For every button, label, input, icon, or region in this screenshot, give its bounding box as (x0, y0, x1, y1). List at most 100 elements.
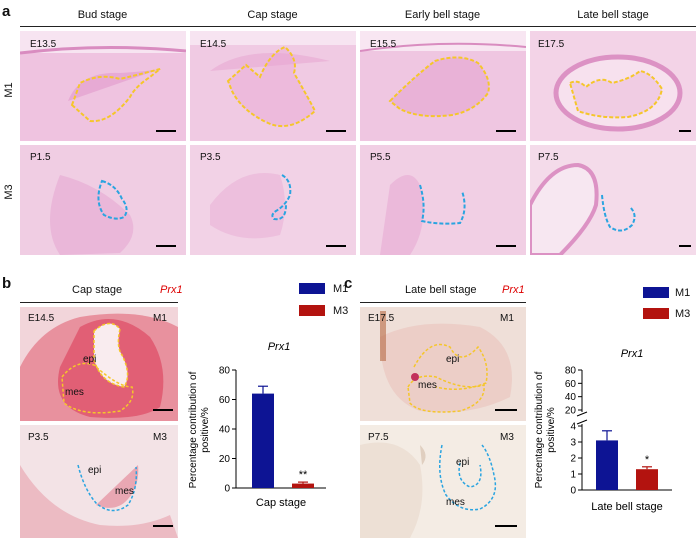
dashed-outline (97, 179, 128, 220)
dashed-outline (419, 184, 466, 225)
histology-tile-m1-early-bell (360, 31, 526, 141)
staining-image (20, 425, 178, 538)
panel-b-gene: Prx1 (160, 284, 183, 296)
tile-age-label: P3.5 (200, 152, 221, 163)
legend-label-m1: M1 (675, 287, 691, 299)
bar-chart-late-bell-stage: Prx1 Percentage contribution of positive/%… (534, 348, 672, 513)
legend-label-m1: M1 (333, 283, 349, 295)
y-tick-label: 3 (570, 438, 576, 449)
histology-tile-m3-early-bell (360, 145, 526, 255)
epi-label: epi (456, 457, 470, 468)
staining-tile-c-bottom (360, 425, 526, 538)
panel-c-header-rule (360, 302, 526, 303)
tile-age-label: P3.5 (28, 432, 49, 443)
histology-tile-m3-bud (20, 145, 186, 255)
scale-bar (496, 245, 516, 247)
histology-tile-m1-late-bell (530, 31, 696, 141)
histology-image (20, 145, 186, 255)
panel-c-header: Late bell stage (405, 284, 477, 296)
y-tick-label: 4 (570, 422, 576, 433)
chart-title: Prx1 (268, 341, 291, 353)
y-tick-label: 1 (570, 470, 576, 481)
staining-image (20, 307, 178, 421)
scale-bar (679, 245, 691, 247)
significance-marker: * (645, 454, 650, 466)
significance-marker: ** (299, 469, 308, 481)
panel-b-header: Cap stage (72, 284, 123, 296)
dashed-outline (93, 322, 129, 388)
tile-molar-label: M3 (500, 432, 514, 443)
scale-bar (156, 245, 176, 247)
epi-label: epi (88, 465, 102, 476)
tile-molar-label: M3 (153, 432, 167, 443)
chart-title: Prx1 (621, 348, 644, 360)
staining-tile-b-top (20, 307, 178, 421)
legend-swatch-m1 (643, 287, 669, 298)
histology-image (20, 31, 186, 141)
tile-age-label: P1.5 (30, 152, 51, 163)
dashed-outline (439, 444, 497, 511)
y-tick-label: 40 (219, 425, 231, 436)
y-tick-label: 60 (565, 379, 577, 390)
stage-header-late-bell: Late bell stage (577, 9, 649, 21)
staining-image (360, 307, 526, 421)
x-axis-label: Cap stage (256, 497, 306, 509)
histology-tile-m1-bud (20, 31, 186, 141)
tile-age-label: E13.5 (30, 39, 57, 50)
y-axis-label: Percentage contribution of (534, 371, 545, 488)
dashed-outline (77, 464, 138, 512)
scale-bar (496, 130, 516, 132)
y-axis-label: positive/% (200, 407, 211, 453)
bar-m3 (292, 483, 314, 488)
histology-tile-m1-cap (190, 31, 356, 141)
stage-header-bud: Bud stage (77, 9, 128, 21)
dashed-outline (407, 375, 485, 413)
scale-bar (326, 245, 346, 247)
dashed-outline (568, 69, 664, 119)
scale-bar (153, 409, 173, 411)
dashed-outline (388, 56, 490, 118)
panel-a-header-rule (20, 26, 696, 27)
dashed-outline (458, 462, 482, 488)
axis-break-mark (576, 411, 588, 417)
histology-tile-m3-cap (190, 145, 356, 255)
staining-image (360, 425, 526, 538)
legend-swatch-m1 (299, 283, 325, 294)
bar-m1 (596, 440, 618, 490)
bar-m1 (252, 393, 274, 488)
dashed-outline (413, 343, 488, 390)
histology-image (360, 31, 526, 141)
tile-age-label: E17.5 (368, 313, 395, 324)
y-axis-label: positive/% (546, 407, 557, 453)
epi-label: epi (446, 354, 460, 365)
y-axis-label: Percentage contribution of (188, 371, 199, 488)
row-label-m1: M1 (3, 82, 15, 98)
legend-label-m3: M3 (675, 308, 691, 320)
panel-a-letter: a (2, 3, 11, 20)
histology-image (530, 31, 696, 141)
legend-swatch-m3 (299, 305, 325, 316)
mes-label: mes (418, 380, 437, 391)
bar-chart-cap-stage: Prx1 Percentage contribution of positive/%… (188, 341, 326, 509)
stage-header-cap: Cap stage (247, 9, 298, 21)
histology-tile-m3-late-bell (530, 145, 696, 255)
y-tick-label: 2 (570, 454, 576, 465)
row-label-m3: M3 (3, 184, 15, 200)
tile-molar-label: M1 (153, 313, 167, 324)
scale-bar (679, 130, 691, 132)
tile-age-label: E14.5 (200, 39, 227, 50)
epi-label: epi (83, 354, 97, 365)
y-tick-label: 20 (219, 454, 231, 465)
scale-bar (495, 525, 517, 527)
histology-image (360, 145, 526, 255)
dashed-outline (61, 362, 134, 414)
panel-b-letter: b (2, 275, 12, 292)
dashed-outline (226, 45, 317, 127)
legend-label-m3: M3 (333, 305, 349, 317)
tile-age-label: E14.5 (28, 313, 55, 324)
tile-age-label: P5.5 (370, 152, 391, 163)
y-tick-label: 80 (219, 366, 231, 377)
histology-image (530, 145, 696, 255)
y-tick-label: 0 (570, 486, 576, 497)
y-tick-label: 80 (565, 366, 577, 377)
